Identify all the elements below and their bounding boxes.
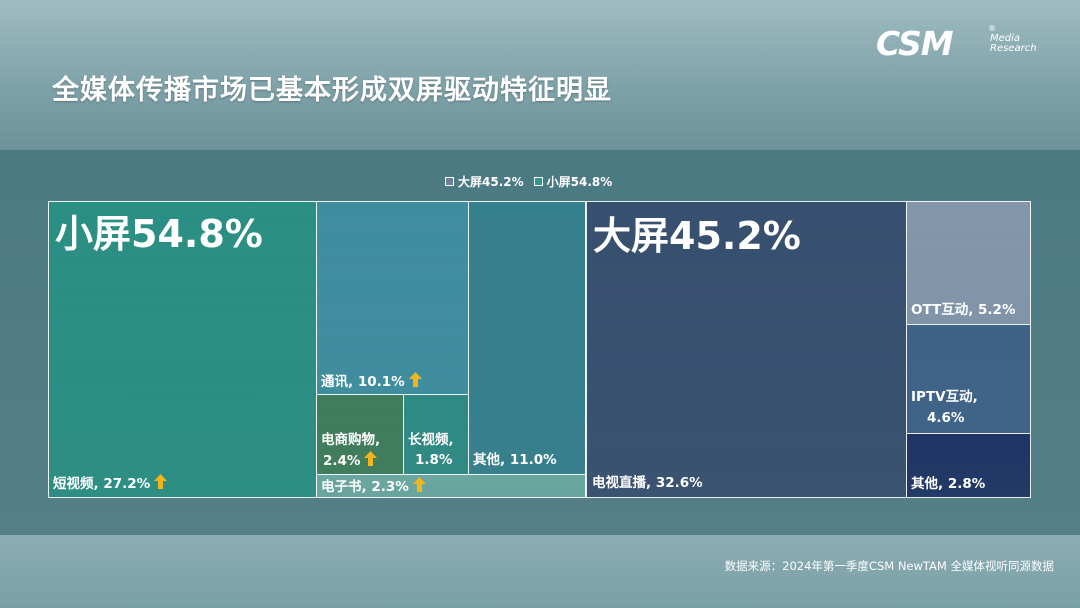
label-short-video: 短视频, 27.2% [53,474,168,494]
page-title: 全媒体传播市场已基本形成双屏驱动特征明显 [52,75,612,106]
legend-label-small: 小屏54.8% [546,175,613,189]
label-small-other: 其他, 11.0% [473,452,557,468]
label-ebook: 电子书, 2.3% [321,477,426,497]
data-source-note: 数据来源：2024年第一季度CSM NewTAM 全媒体视听同源数据 [724,559,1054,573]
cell-short-video: 小屏54.8% 短视频, 27.2% [48,201,317,498]
legend-swatch-big [445,177,454,186]
logo-registered-mark: ® [988,24,996,33]
legend-item-small-screen: 小屏54.8% [533,173,613,190]
label-ecommerce-value: 2.4% [323,453,361,469]
label-messaging: 通讯, 10.1% [321,372,422,392]
cell-ecommerce: 电商购物, 2.4% [316,394,404,475]
cell-ott: OTT互动, 5.2% [906,201,1031,325]
up-arrow-icon [408,372,422,392]
label-short-video-text: 短视频, 27.2% [53,476,151,492]
cell-big-other: 其他, 2.8% [906,433,1031,498]
chart-legend: 大屏45.2% 小屏54.8% [445,173,612,190]
csm-logo: CSM ® Media Research [876,22,1056,63]
header-band [0,0,1080,150]
legend-item-big-screen: 大屏45.2% [445,173,524,190]
legend-label-big: 大屏45.2% [458,175,524,189]
logo-text: CSM [876,24,954,63]
label-ecommerce-line1: 电商购物, [321,432,381,448]
cell-small-other: 其他, 11.0% [468,201,586,475]
up-arrow-icon [412,477,426,497]
legend-swatch-small [533,177,543,186]
label-ebook-text: 电子书, 2.3% [321,479,409,495]
cell-iptv: IPTV互动, 4.6% [906,324,1031,434]
logo-subtext: Media Research [990,34,1037,54]
up-arrow-icon [154,474,168,494]
label-tv-live: 电视直播, 32.6% [592,475,703,491]
logo-sub-research: Research [990,43,1037,54]
label-long-video-line1: 长视频, [408,432,454,448]
label-ott: OTT互动, 5.2% [911,302,1016,318]
logo-sub-media: Media [990,33,1021,44]
footer-band [0,535,1080,608]
cell-messaging: 通讯, 10.1% [316,201,469,395]
headline-big-screen: 大屏45.2% [593,214,801,258]
label-long-video-line2: 1.8% [415,452,453,468]
cell-ebook: 电子书, 2.3% [316,474,586,498]
label-ecommerce-line2: 2.4% [323,451,378,471]
headline-small-screen: 小屏54.8% [55,212,263,256]
cell-long-video: 长视频, 1.8% [403,394,469,475]
cell-tv-live: 大屏45.2% 电视直播, 32.6% [586,201,907,498]
up-arrow-icon [364,451,378,471]
label-iptv-line1: IPTV互动, [911,389,978,405]
label-messaging-text: 通讯, 10.1% [321,374,405,390]
label-big-other: 其他, 2.8% [911,476,986,492]
label-iptv-line2: 4.6% [927,410,965,426]
